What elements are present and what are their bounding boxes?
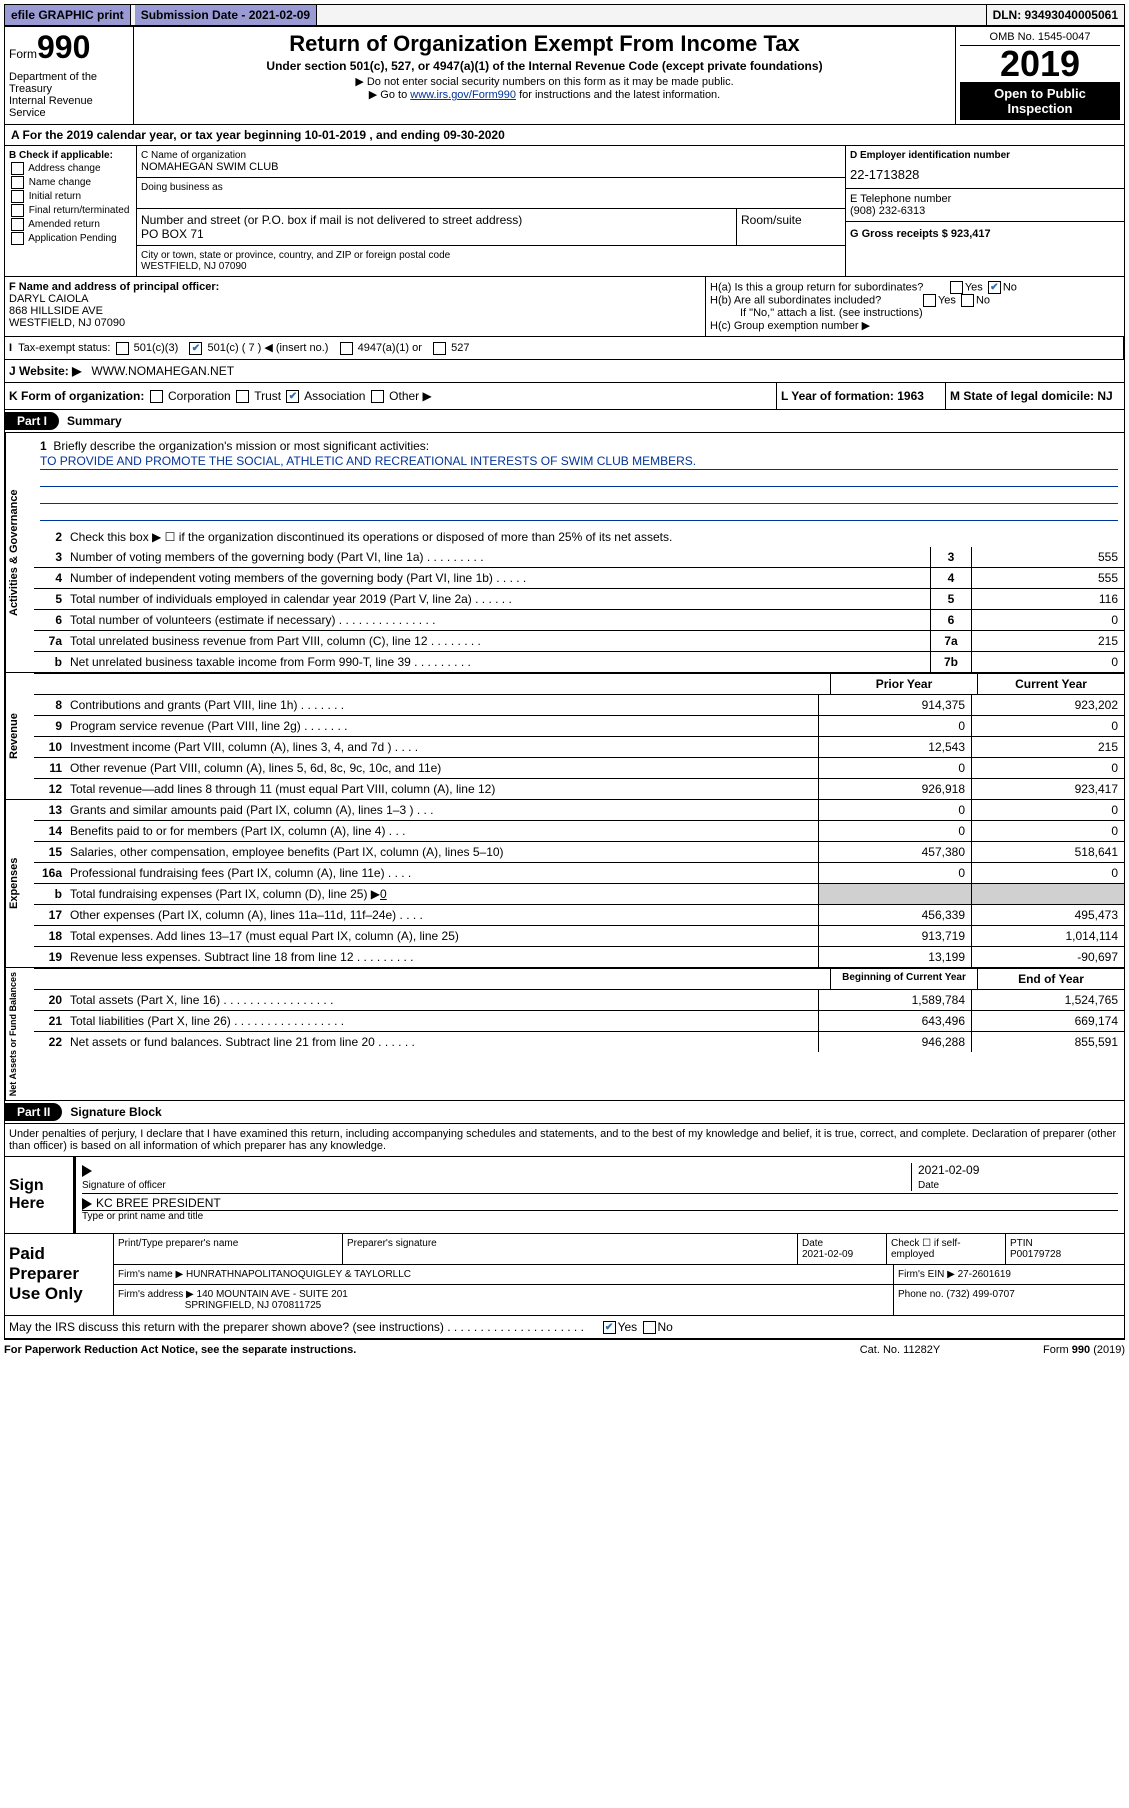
signature-declaration: Under penalties of perjury, I declare th… [5,1124,1124,1157]
website-value: WWW.NOMAHEGAN.NET [91,364,234,378]
form-id-cell: Form990 Department of the Treasury Inter… [5,27,134,124]
form-outer: Form990 Department of the Treasury Inter… [4,26,1125,1340]
amended-return-check[interactable]: Amended return [9,218,132,231]
firm-name: HUNRATHNAPOLITANOQUIGLEY & TAYLORLLC [186,1269,411,1280]
tax-status-row: I Tax-exempt status: 501(c)(3) 501(c) ( … [5,337,1124,360]
form-label: Form [9,47,37,61]
dln-label: DLN: 93493040005061 [986,5,1124,25]
city-state-zip: WESTFIELD, NJ 07090 [141,261,247,272]
efile-print-button[interactable]: efile GRAPHIC print [5,5,131,25]
form-number: 990 [37,29,90,65]
part-ii-header: Part IISignature Block [5,1101,1124,1124]
activities-governance-section: Activities & Governance 1 Briefly descri… [5,433,1124,673]
arrow-icon [82,1198,92,1210]
title-cell: Return of Organization Exempt From Incom… [134,27,956,124]
ein-value: 22-1713828 [850,161,1120,188]
website-row: J Website: ▶ WWW.NOMAHEGAN.NET [5,360,1124,383]
address-change-check[interactable]: Address change [9,162,132,175]
form-org-row: K Form of organization: Corporation Trus… [5,383,1124,410]
header-row: Form990 Department of the Treasury Inter… [5,27,1124,125]
paid-preparer-block: Paid Preparer Use Only Print/Type prepar… [5,1233,1124,1316]
sign-here-block: Sign Here Signature of officer 2021-02-0… [5,1157,1124,1233]
open-inspection-badge: Open to Public Inspection [960,82,1120,120]
top-toolbar: efile GRAPHIC print Submission Date - 20… [4,4,1125,26]
arrow-icon [82,1165,92,1177]
street-address: PO BOX 71 [141,227,204,241]
part-i-header: Part ISummary [5,410,1124,433]
year-formation: L Year of formation: 1963 [777,383,946,409]
right-header-cell: OMB No. 1545-0047 2019 Open to Public In… [956,27,1124,124]
column-c-name: C Name of organization NOMAHEGAN SWIM CL… [137,146,846,276]
instructions-link[interactable]: www.irs.gov/Form990 [410,89,516,101]
entity-info-row: B Check if applicable: Address change Na… [5,146,1124,277]
net-assets-section: Net Assets or Fund Balances Beginning of… [5,968,1124,1101]
gross-receipts: G Gross receipts $ 923,417 [850,228,991,240]
column-b-checks: B Check if applicable: Address change Na… [5,146,137,276]
form-title: Return of Organization Exempt From Incom… [138,31,951,57]
expenses-section: Expenses 13Grants and similar amounts pa… [5,800,1124,968]
column-d-ein: D Employer identification number 22-1713… [846,146,1124,276]
discuss-row: May the IRS discuss this return with the… [5,1316,1124,1339]
mission-text: TO PROVIDE AND PROMOTE THE SOCIAL, ATHLE… [40,453,1118,470]
subtitle-3: ▶ Go to www.irs.gov/Form990 for instruct… [138,88,951,101]
page-footer: For Paperwork Reduction Act Notice, see … [4,1340,1125,1360]
tax-year: 2019 [960,46,1120,82]
initial-return-check[interactable]: Initial return [9,190,132,203]
name-change-check[interactable]: Name change [9,176,132,189]
submission-date-button[interactable]: Submission Date - 2021-02-09 [135,5,317,25]
subtitle-2: ▶ Do not enter social security numbers o… [138,75,951,88]
period-row: A For the 2019 calendar year, or tax yea… [5,125,1124,146]
officer-signature-name: KC BREE PRESIDENT [96,1196,221,1210]
state-domicile: M State of legal domicile: NJ [946,383,1124,409]
final-return-check[interactable]: Final return/terminated [9,204,132,217]
subtitle-1: Under section 501(c), 527, or 4947(a)(1)… [138,59,951,73]
ptin-value: P00179728 [1010,1249,1061,1260]
principal-officer-row: F Name and address of principal officer:… [5,277,1124,337]
phone-value: (908) 232-6313 [850,205,925,217]
revenue-section: Revenue Prior YearCurrent Year 8Contribu… [5,673,1124,800]
application-pending-check[interactable]: Application Pending [9,232,132,245]
org-name: NOMAHEGAN SWIM CLUB [141,161,279,173]
officer-name: DARYL CAIOLA [9,293,88,305]
dept-text: Department of the Treasury Internal Reve… [9,71,129,119]
